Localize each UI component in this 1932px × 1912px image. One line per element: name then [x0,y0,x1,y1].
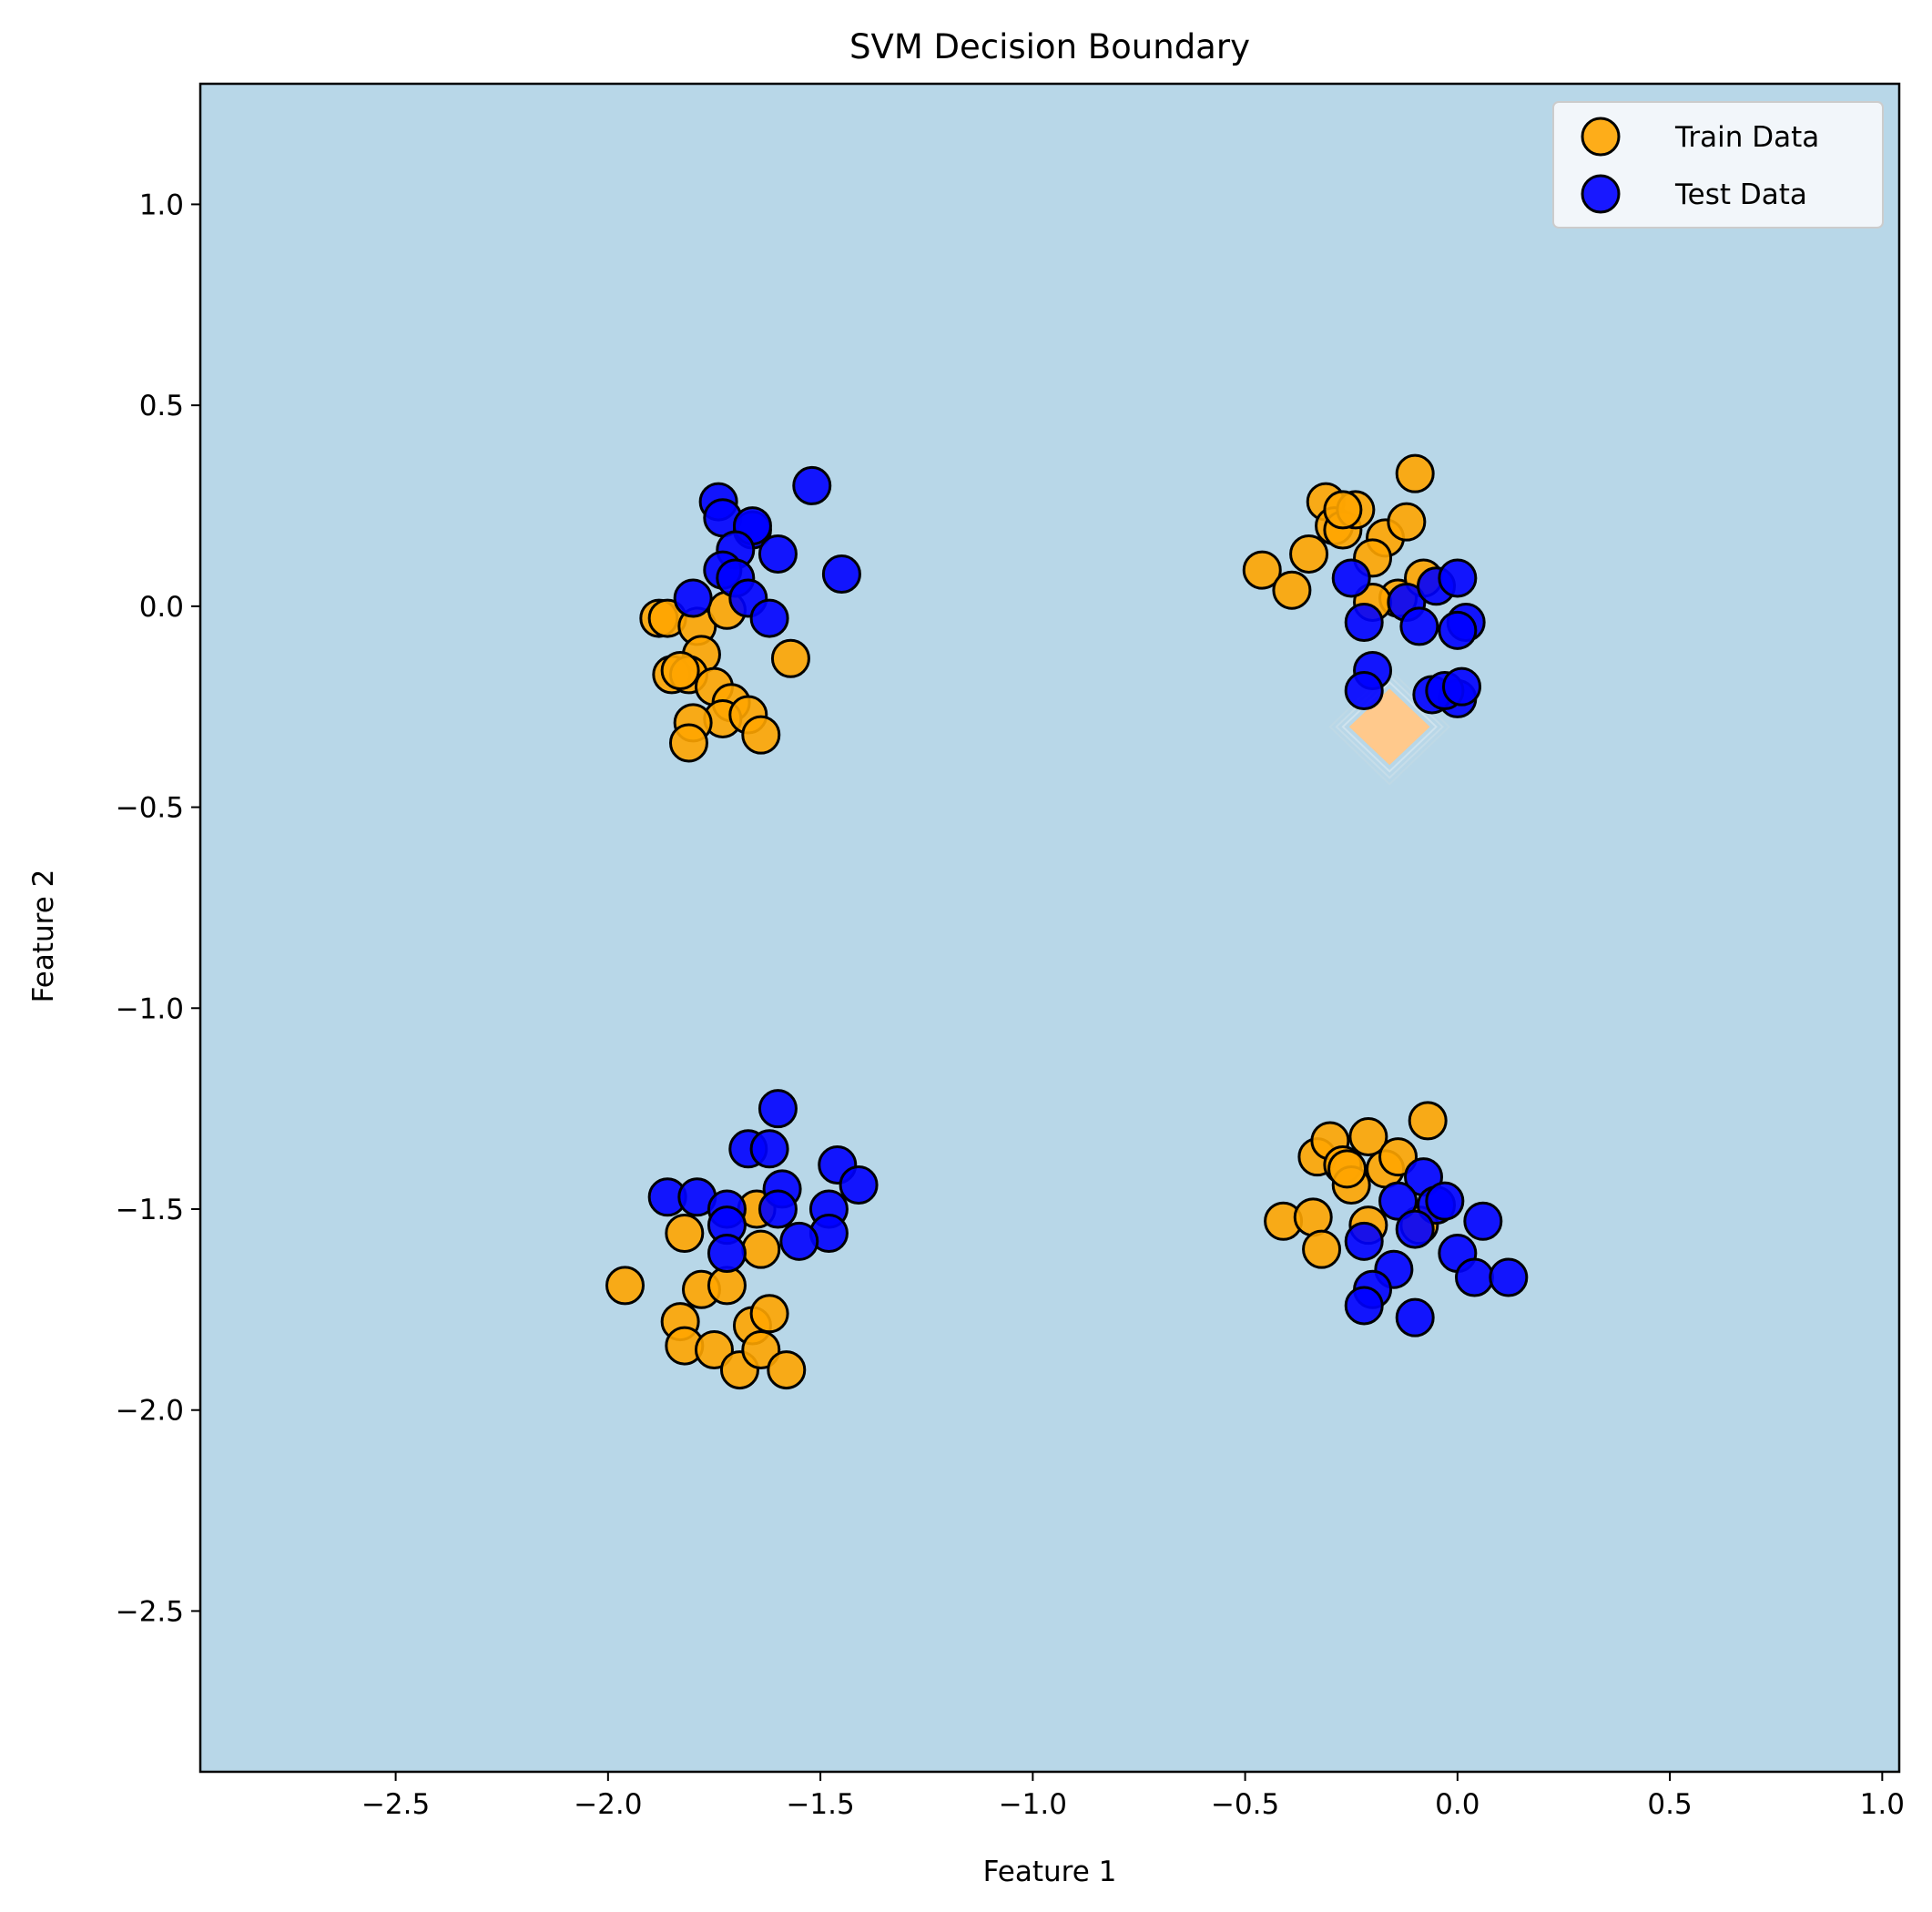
test-point [758,1089,798,1129]
y-tick-label: −2.5 [116,1595,184,1628]
legend-label-train: Train Data [1674,121,1819,154]
test-point [1399,606,1439,646]
legend-marker-train [1581,117,1621,157]
test-point [758,534,798,574]
legend-box [1552,101,1884,229]
x-tick-label: 0.5 [1647,1788,1692,1821]
train-point [694,1330,734,1369]
x-tick-label: 1.0 [1860,1788,1905,1821]
decision-region-background [200,84,1899,1772]
y-tick-label: −1.5 [116,1194,184,1226]
test-point [1344,1221,1384,1261]
x-tick-label: 0.0 [1435,1788,1480,1821]
y-tick-label: −2.0 [116,1395,184,1428]
x-tick-label: −2.5 [361,1788,430,1821]
train-point [605,1266,645,1306]
y-tick-label: 0.0 [139,591,184,624]
test-point [1395,1209,1435,1249]
train-point [741,1229,781,1269]
train-point [770,638,810,678]
chart-title: SVM Decision Boundary [849,27,1250,66]
train-point [749,1294,789,1334]
y-axis-label: Feature 2 [27,870,60,1003]
test-point [1489,1257,1529,1297]
train-point [1302,1229,1342,1269]
test-point [1344,671,1384,711]
plot-area: −2.5 −2.0 −1.5 −1.0 −0.5 0.0 0.5 1.0 1.0 0.5 0.0 −0… [116,82,1905,1821]
y-tick-label: −1.0 [116,992,184,1025]
test-point [839,1165,879,1205]
train-point [1293,1197,1333,1237]
test-point [1331,558,1371,598]
train-point [1395,453,1435,493]
test-point [779,1221,819,1261]
train-point [660,650,700,690]
x-tick-label: −0.5 [1211,1788,1279,1821]
plot-frame [198,82,1901,1774]
train-point [1378,1137,1418,1177]
train-point [1272,570,1312,610]
test-point [673,578,713,618]
test-point [1344,603,1384,643]
test-point [707,1234,747,1274]
x-tick-label: −2.0 [574,1788,642,1821]
x-tick-label: −1.5 [786,1788,854,1821]
test-point [1344,1286,1384,1326]
test-point [1438,558,1478,598]
train-point [1348,1117,1388,1157]
test-point [1425,1181,1465,1221]
train-point [741,715,781,755]
y-tick-label: 1.0 [139,188,184,221]
test-point [1455,1257,1494,1297]
test-point [792,465,832,505]
test-point [1442,666,1482,707]
train-point [1289,534,1329,574]
test-point [1378,1181,1418,1221]
series-train [605,453,1448,1390]
train-point [1327,1149,1368,1189]
legend-marker-test [1581,174,1621,214]
train-point [668,723,708,763]
decision-boundary-contour [1341,680,1438,773]
test-point [758,1189,798,1229]
train-point [1242,550,1282,590]
y-tick-label: −0.5 [116,792,184,825]
y-tick-label: 0.5 [139,390,184,422]
legend-label-test: Test Data [1674,178,1807,211]
test-point [749,1129,789,1169]
train-point [1408,1101,1448,1141]
test-point [1438,610,1478,650]
train-point [665,1213,705,1253]
train-point [1387,502,1427,542]
test-point [1395,1297,1435,1337]
train-point [1323,490,1363,530]
test-point [749,598,789,638]
train-point [767,1350,807,1390]
x-tick-label: −1.0 [999,1788,1067,1821]
legend: Train Data Test Data [1552,101,1884,229]
test-point [1463,1201,1503,1241]
x-axis-label: Feature 1 [983,1856,1117,1888]
test-point [821,554,861,595]
series-test [647,465,1529,1337]
train-point [741,1330,781,1369]
